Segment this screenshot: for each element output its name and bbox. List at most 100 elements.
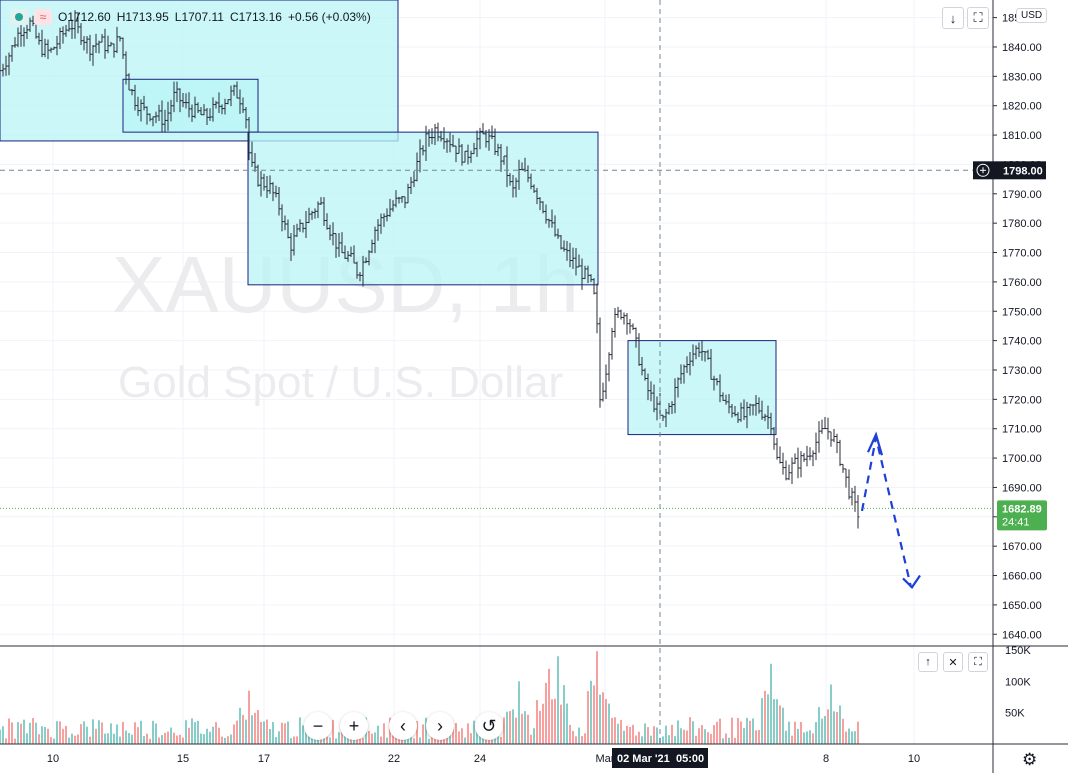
time-axis-bg (0, 744, 993, 773)
volume-bar (167, 731, 169, 744)
volume-bar (767, 694, 769, 744)
scroll-left-button[interactable]: ‹ (389, 712, 417, 740)
volume-bar (194, 722, 196, 744)
countdown-label: 24:41 (1002, 516, 1030, 528)
volume-bar (206, 728, 208, 744)
time-tick-label: 10 (908, 753, 920, 765)
volume-bar (719, 718, 721, 744)
volume-bar (86, 726, 88, 744)
volume-bar (824, 716, 826, 744)
volume-bar (695, 735, 697, 744)
projection-arrow (860, 431, 921, 589)
volume-bar (839, 705, 841, 744)
volume-bar (647, 727, 649, 744)
fullscreen-icon[interactable]: ⛶ (967, 7, 989, 29)
volume-bar (266, 719, 268, 744)
volume-bar (524, 711, 526, 744)
volume-bar (677, 720, 679, 744)
volume-bar (464, 737, 466, 744)
volume-bar (671, 724, 673, 744)
volume-bar (518, 681, 520, 744)
volume-bar (182, 737, 184, 744)
volume-bar (803, 732, 805, 744)
volume-bar (164, 732, 166, 744)
volume-bar (431, 735, 433, 744)
legend-low: L1707.11 (174, 10, 224, 24)
gear-icon[interactable]: ⚙ (1022, 750, 1038, 769)
volume-bar (263, 721, 265, 744)
volume-bar (626, 725, 628, 744)
volume-bar (593, 685, 595, 744)
volume-bar (50, 737, 52, 744)
volume-bar (542, 703, 544, 744)
time-tick-label: 10 (47, 753, 59, 765)
volume-bar (53, 738, 55, 744)
volume-bar (551, 699, 553, 744)
volume-bar (329, 737, 331, 744)
volume-bar (335, 738, 337, 744)
zoom-out-button[interactable]: − (304, 712, 332, 740)
volume-bar (557, 656, 559, 744)
watermark-description: Gold Spot / U.S. Dollar (118, 358, 563, 407)
volume-bar (95, 728, 97, 744)
volume-bar (11, 722, 13, 744)
volume-bar (179, 734, 181, 744)
volume-bar (413, 738, 415, 744)
legend-change: +0.56 (+0.03%) (287, 10, 371, 24)
price-tick-label: 1750.00 (1002, 306, 1042, 318)
volume-bar (752, 718, 754, 744)
volume-bar (26, 733, 28, 744)
price-tick-label: 1710.00 (1002, 424, 1042, 436)
volume-bar (110, 723, 112, 744)
volume-bar (683, 729, 685, 744)
volume-bar (668, 735, 670, 744)
volume-bar (641, 736, 643, 744)
reset-chart-button[interactable]: ↺ (475, 712, 503, 740)
scroll-right-button[interactable]: › (426, 712, 454, 740)
download-icon[interactable]: ↓ (942, 7, 964, 29)
volume-bar (260, 722, 262, 744)
zoom-in-button[interactable]: + (340, 712, 368, 740)
visibility-toggle[interactable] (10, 9, 28, 25)
axis-labels: 1640.001650.001660.001670.001680.001690.… (47, 13, 1047, 768)
volume-bar (605, 699, 607, 744)
volume-bar (653, 726, 655, 744)
price-axis-bg (993, 0, 1068, 773)
time-tick-label: 17 (258, 753, 270, 765)
close-pane-icon[interactable]: ✕ (943, 652, 963, 672)
volume-bar (560, 704, 562, 744)
volume-bar (227, 736, 229, 744)
volume-bar (113, 733, 115, 744)
volume-bar (728, 737, 730, 744)
volume-bar (797, 728, 799, 744)
volume-bar (293, 736, 295, 744)
volume-bar (224, 737, 226, 744)
crosshair-time-tag (612, 748, 708, 768)
wave-icon[interactable]: ≈ (34, 9, 52, 25)
volume-bar (503, 717, 505, 744)
move-up-icon[interactable]: ↑ (918, 652, 938, 672)
volume-bar (857, 721, 859, 744)
crosshair-price-label: 1798.00 (1003, 165, 1043, 177)
maximize-pane-icon[interactable]: ⛶ (968, 652, 988, 672)
currency-label[interactable]: USD (1016, 8, 1048, 23)
projection-arrowhead (866, 431, 884, 456)
volume-bar (299, 717, 301, 744)
price-tick-label: 1760.00 (1002, 277, 1042, 289)
volume-bar (200, 733, 202, 744)
status-dot-icon (15, 13, 23, 21)
volume-bar (656, 727, 658, 744)
volume-bar (398, 735, 400, 744)
volume-bar (734, 737, 736, 744)
volume-bar (419, 737, 421, 744)
current-price-tag (997, 500, 1047, 531)
volume-bar (680, 728, 682, 744)
price-tick-label: 1740.00 (1002, 336, 1042, 348)
volume-bar (785, 730, 787, 744)
volume-bar (47, 728, 49, 744)
volume-bar (743, 728, 745, 744)
volume-bar (170, 727, 172, 744)
volume-bar (776, 699, 778, 744)
volume-bar (632, 724, 634, 744)
